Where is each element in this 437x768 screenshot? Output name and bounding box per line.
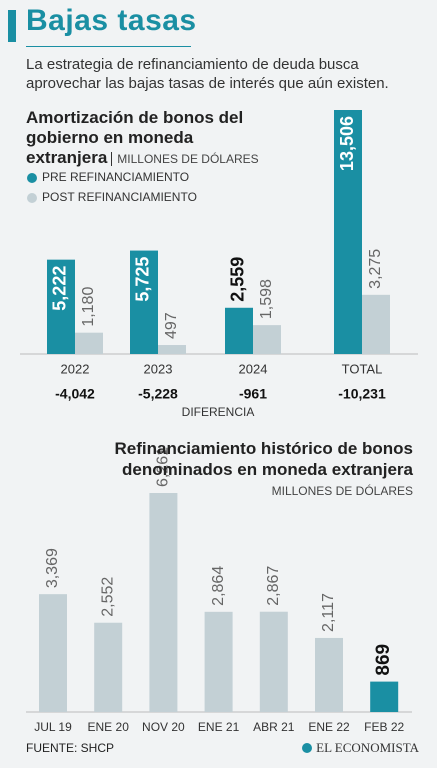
bar <box>94 622 123 712</box>
x-tick-label: FEB 22 <box>364 720 404 734</box>
value-label: 869 <box>373 644 394 676</box>
x-tick-label: 2024 <box>239 361 268 376</box>
value-label: 13,506 <box>337 116 357 171</box>
bar <box>334 110 362 354</box>
brand-logo <box>302 743 313 753</box>
difference-value: -961 <box>239 386 267 402</box>
x-tick-label: NOV 20 <box>142 720 185 734</box>
bar <box>253 325 281 354</box>
value-label: 1,180 <box>80 287 97 327</box>
bar <box>259 611 288 712</box>
x-tick-label: ENE 20 <box>88 720 130 734</box>
x-tick-label: TOTAL <box>342 361 383 376</box>
value-label: 5,725 <box>133 257 153 302</box>
difference-value: -5,228 <box>138 386 178 402</box>
chart-title: Amortización de bonos del gobierno en mo… <box>26 108 271 169</box>
brand: EL ECONOMISTA <box>302 740 419 756</box>
bar <box>225 307 253 354</box>
page-subtitle: La estrategia de refinanciamiento de deu… <box>26 56 389 92</box>
title-rule <box>26 46 191 47</box>
x-tick-label: ENE 21 <box>198 720 240 734</box>
legend-label: POST REFINANCIAMIENTO <box>42 190 197 204</box>
legend-marker <box>27 193 37 203</box>
x-tick-label: ABR 21 <box>253 720 295 734</box>
bar <box>47 259 75 354</box>
value-label: 2,864 <box>210 566 227 606</box>
chart-title-text: Amortización de bonos del gobierno en mo… <box>26 108 244 167</box>
value-label: 3,369 <box>44 548 61 588</box>
value-label: 2,552 <box>99 577 116 617</box>
unit: MILLONES DE DÓLARES <box>111 152 259 166</box>
bar <box>39 594 67 712</box>
bar <box>362 294 390 354</box>
x-tick-label: 2023 <box>144 361 173 376</box>
brand-name: EL ECONOMISTA <box>316 740 419 755</box>
bar <box>130 250 158 354</box>
value-label: 2,117 <box>320 593 337 632</box>
page-title: Bajas tasas <box>26 4 197 37</box>
source: FUENTE: SHCP <box>26 741 115 755</box>
value-label: 5,222 <box>50 266 70 311</box>
bar <box>158 345 186 354</box>
legend-marker <box>27 173 37 183</box>
x-tick-label: JUL 19 <box>34 720 72 734</box>
legend-label: PRE REFINANCIAMIENTO <box>42 170 189 184</box>
bar <box>370 681 399 712</box>
bar <box>149 493 178 712</box>
value-label: 1,598 <box>258 279 275 319</box>
value-label: 2,867 <box>265 566 282 606</box>
bar <box>315 637 343 712</box>
x-tick-label: 2022 <box>61 361 90 376</box>
difference-label: DIFERENCIA <box>182 405 255 419</box>
value-label: 2,559 <box>228 257 248 302</box>
bar <box>204 611 233 712</box>
bar <box>75 332 103 354</box>
unit: MILLONES DE DÓLARES <box>271 484 413 498</box>
difference-value: -10,231 <box>338 386 386 402</box>
title-accent <box>8 10 16 42</box>
difference-value: -4,042 <box>55 386 95 402</box>
value-label: 497 <box>163 312 180 339</box>
value-label: 6,261 <box>155 447 172 487</box>
x-tick-label: ENE 22 <box>308 720 350 734</box>
chart-title: Refinanciamiento histórico de bonos deno… <box>114 439 413 479</box>
value-label: 3,275 <box>367 249 384 289</box>
